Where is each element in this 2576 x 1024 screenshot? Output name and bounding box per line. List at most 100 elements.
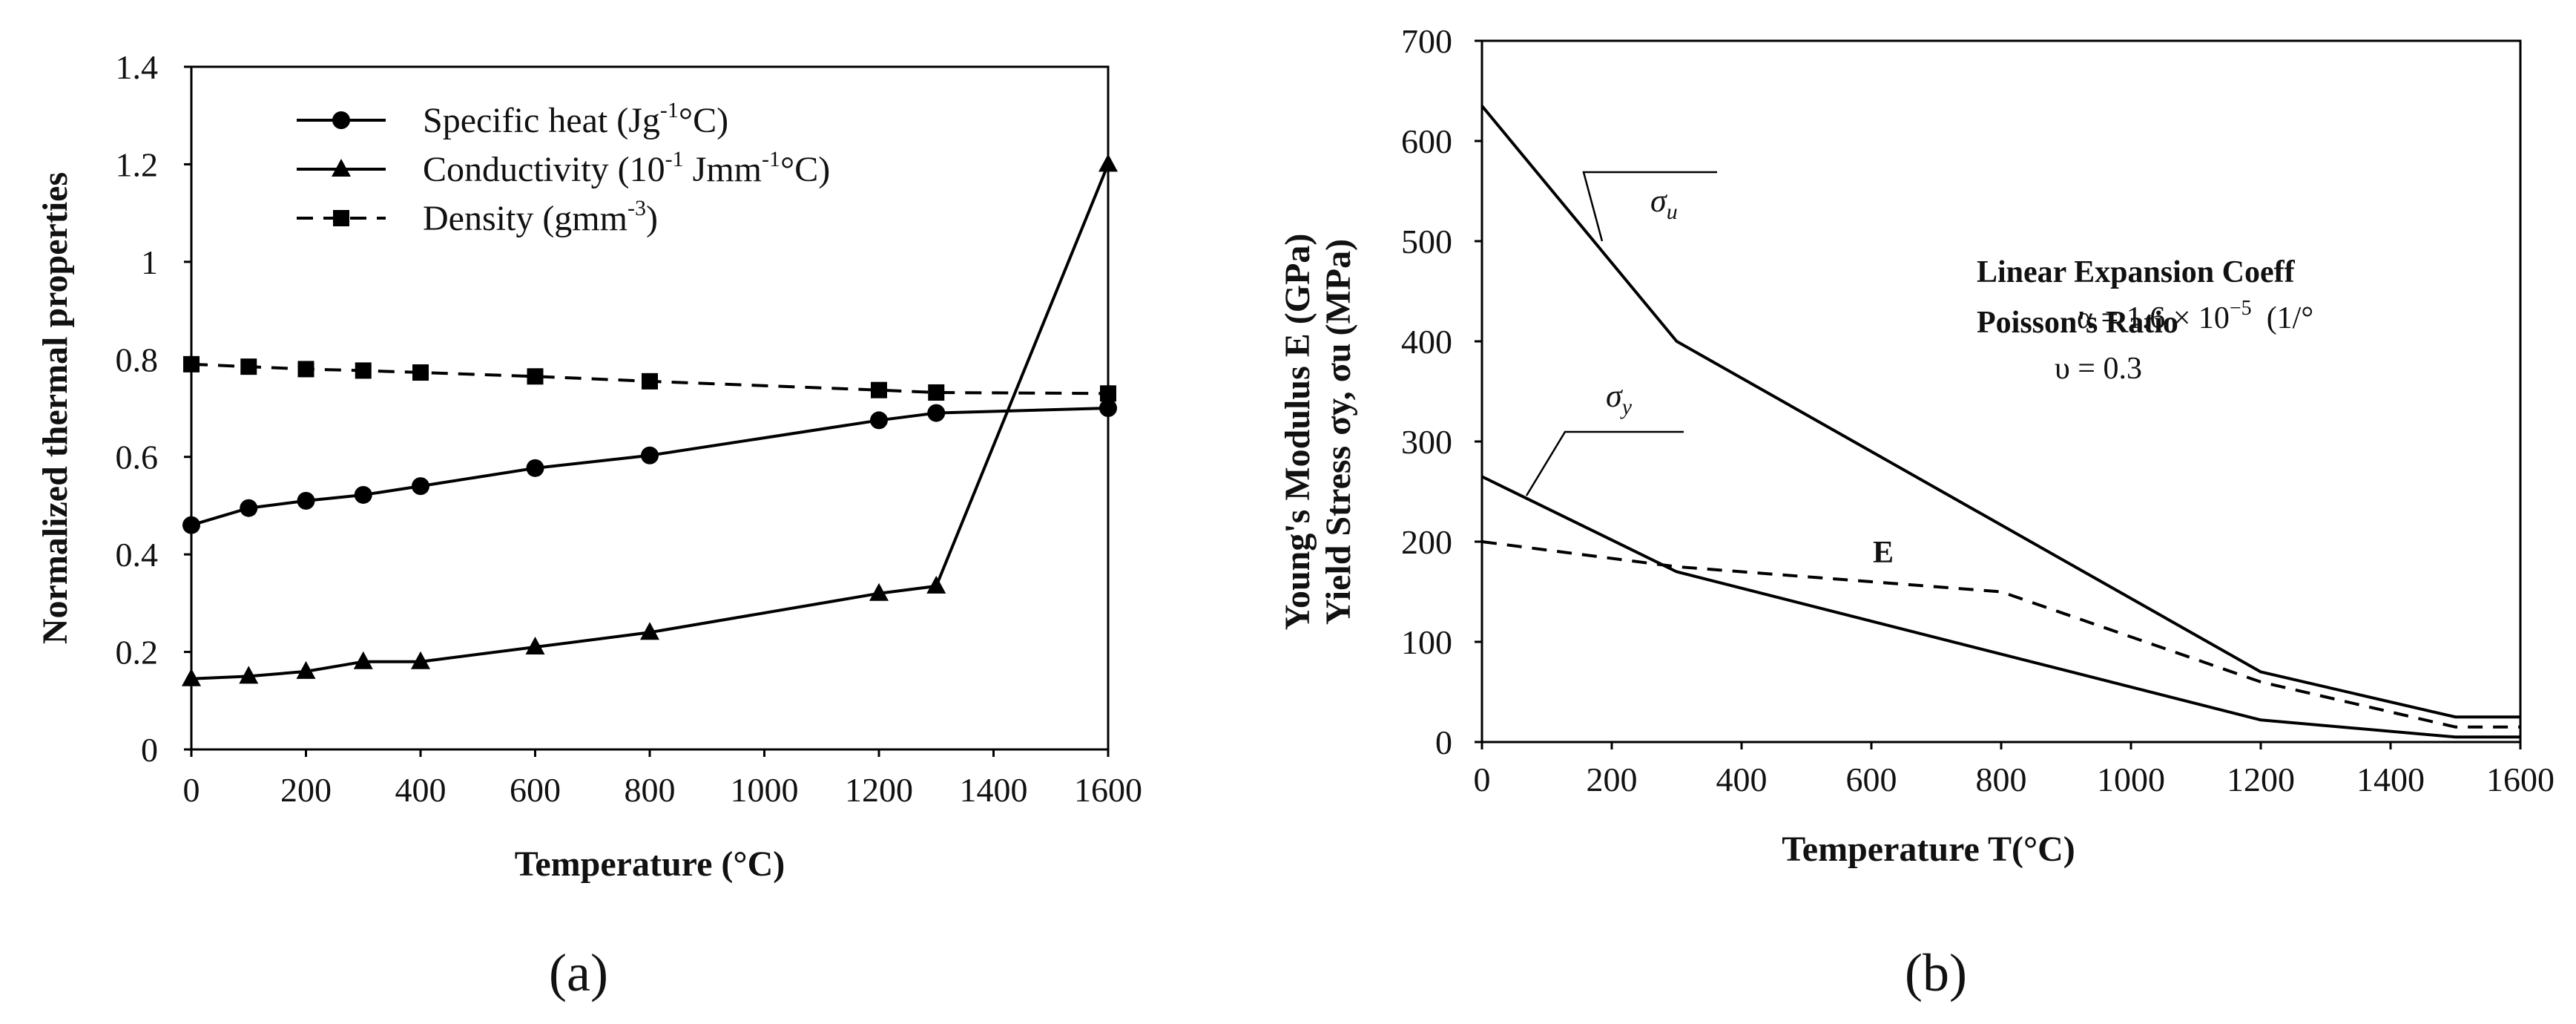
legend-label-specific-heat: Specific heat (Jg-1°C)	[423, 98, 728, 140]
x-tick-label: 200	[1587, 761, 1638, 798]
panel-b-caption: (b)	[1905, 943, 1967, 1002]
x-tick-label: 200	[280, 771, 332, 809]
data-point-specific-heat-jg-1-c	[870, 411, 888, 430]
panel-b-x-ticks: 0 200 400 600 800 1000 1200 1400 1600	[1474, 742, 2554, 798]
y-tick-label: 500	[1401, 223, 1452, 260]
panel-b-y-ticks: 0 100 200 300 400 500 600 700	[1401, 22, 1482, 761]
panel-a-series	[182, 154, 1118, 686]
data-point-specific-heat-jg-1-c	[297, 491, 315, 510]
data-point-density-gmm-3	[642, 372, 658, 390]
x-tick-label: 1200	[845, 771, 913, 809]
data-point-conductivity-10-1-jmm-1-c	[411, 651, 430, 669]
data-point-density-gmm-3	[412, 364, 429, 381]
series-line-σy	[1481, 475, 2520, 739]
panel-a-caption: (a)	[549, 943, 608, 1002]
data-point-specific-heat-jg-1-c	[927, 404, 946, 422]
panel-b-x-axis-title: Temperature T(°C)	[1782, 830, 2075, 869]
y-tick-label: 700	[1401, 22, 1452, 60]
sigma-y-leader	[1525, 430, 1684, 496]
y-tick-label: 0	[1435, 723, 1452, 761]
y-tick-label: 1	[141, 243, 158, 281]
y-tick-label: 1.4	[116, 48, 159, 86]
data-point-conductivity-10-1-jmm-1-c	[525, 637, 545, 654]
panel-b-y-axis-title-line1: Young's Modulus E (GPa)	[1278, 234, 1317, 631]
x-tick-label: 600	[510, 771, 561, 809]
panel-a-y-ticks: 0 0.2 0.4 0.6 0.8 1 1.2 1.4	[116, 48, 191, 769]
x-tick-label: 400	[1716, 761, 1768, 798]
y-tick-label: 400	[1401, 323, 1452, 361]
expansion-title: Linear Expansion Coeff	[1977, 255, 2296, 289]
data-point-conductivity-10-1-jmm-1-c	[926, 575, 946, 594]
y-tick-label: 0.8	[116, 341, 159, 378]
data-point-density-gmm-3	[297, 361, 314, 378]
panel-b-y-axis-title-line2: Yield Stressσy, σu(MPa)	[1319, 239, 1358, 625]
x-tick-label: 800	[625, 771, 676, 809]
x-tick-label: 1200	[2227, 761, 2295, 798]
data-point-specific-heat-jg-1-c	[412, 477, 429, 496]
y-tick-label: 0.6	[116, 439, 159, 476]
legend-marker-circle	[332, 111, 350, 129]
x-tick-label: 1600	[1074, 771, 1142, 809]
data-point-specific-heat-jg-1-c	[354, 485, 372, 504]
data-point-density-gmm-3	[871, 381, 887, 398]
x-tick-label: 1600	[2486, 761, 2554, 798]
data-point-conductivity-10-1-jmm-1-c	[353, 651, 373, 669]
legend-label-conductivity: Conductivity (10-1 Jmm-1°C)	[423, 147, 830, 189]
x-tick-label: 400	[395, 771, 447, 809]
data-point-specific-heat-jg-1-c	[182, 516, 200, 534]
x-tick-label: 800	[1976, 761, 2027, 798]
x-tick-label: 0	[183, 771, 200, 809]
expansion-value: α = 1.6 × 10−5 (1/°	[2077, 297, 2313, 335]
y-tick-label: 1.2	[116, 145, 159, 183]
panel-b-plot-frame	[1480, 39, 2522, 744]
data-point-density-gmm-3	[240, 358, 257, 375]
x-tick-label: 1400	[2356, 761, 2425, 798]
y-tick-label: 0.4	[116, 536, 159, 574]
y-tick-label: 0	[141, 731, 158, 769]
series-line-specific-heat-jg-1-c	[191, 407, 1109, 527]
panel-b-chart: 0 200 400 600 800 1000 1200 1400 1600 0 100 200 300…	[1278, 22, 2554, 1002]
data-point-conductivity-10-1-jmm-1-c	[1098, 154, 1118, 172]
series-line-density-gmm-3	[191, 362, 1109, 396]
data-point-density-gmm-3	[355, 362, 372, 379]
legend-marker-square	[333, 210, 349, 226]
x-tick-label: 1000	[2097, 761, 2165, 798]
sigma-u-leader	[1582, 171, 1717, 242]
poisson-value: υ = 0.3	[2055, 352, 2142, 386]
panel-a-x-axis-title: Temperature (°C)	[515, 844, 785, 884]
x-tick-label: 1000	[731, 771, 799, 809]
data-point-density-gmm-3	[183, 355, 200, 372]
sigma-u-label: σu	[1650, 183, 1678, 224]
series-line-e	[1481, 540, 2520, 729]
x-tick-label: 600	[1846, 761, 1897, 798]
panel-a-x-ticks: 0 200 400 600 800 1000 1200 1400 1600	[183, 749, 1142, 809]
y-tick-label: 0.2	[116, 634, 159, 672]
y-tick-label: 300	[1401, 423, 1452, 461]
y-tick-label: 200	[1401, 523, 1452, 561]
x-tick-label: 1400	[960, 771, 1028, 809]
sigma-y-label: σy	[1606, 378, 1633, 419]
data-point-specific-heat-jg-1-c	[641, 446, 659, 465]
poisson-title: Poisson's Ratio	[1977, 306, 2178, 340]
data-point-density-gmm-3	[928, 384, 945, 401]
panel-a-chart: 0 200 400 600 800 1000 1200 1400 1600 0 0.2 0.4 0.6…	[36, 48, 1142, 1002]
x-tick-label: 0	[1474, 761, 1491, 798]
data-point-conductivity-10-1-jmm-1-c	[296, 660, 316, 679]
legend-label-density: Density (gmm-3)	[423, 196, 658, 238]
e-curve-label: E	[1873, 536, 1894, 570]
data-point-specific-heat-jg-1-c	[1099, 399, 1117, 417]
y-tick-label: 600	[1401, 122, 1452, 160]
data-point-conductivity-10-1-jmm-1-c	[640, 622, 659, 640]
panel-a-y-axis-title: Normalized thermal properties	[36, 172, 75, 644]
series-line-conductivity-10-1-jmm-1-c	[191, 163, 1110, 680]
data-point-specific-heat-jg-1-c	[526, 459, 544, 477]
y-tick-label: 100	[1401, 623, 1452, 661]
data-point-density-gmm-3	[1100, 385, 1116, 402]
data-point-specific-heat-jg-1-c	[240, 499, 258, 517]
panel-b-series	[1480, 105, 2520, 739]
legend-marker-triangle	[332, 159, 351, 177]
series-line-σu	[1480, 105, 2520, 719]
data-point-conductivity-10-1-jmm-1-c	[239, 666, 259, 684]
data-point-conductivity-10-1-jmm-1-c	[182, 668, 201, 686]
